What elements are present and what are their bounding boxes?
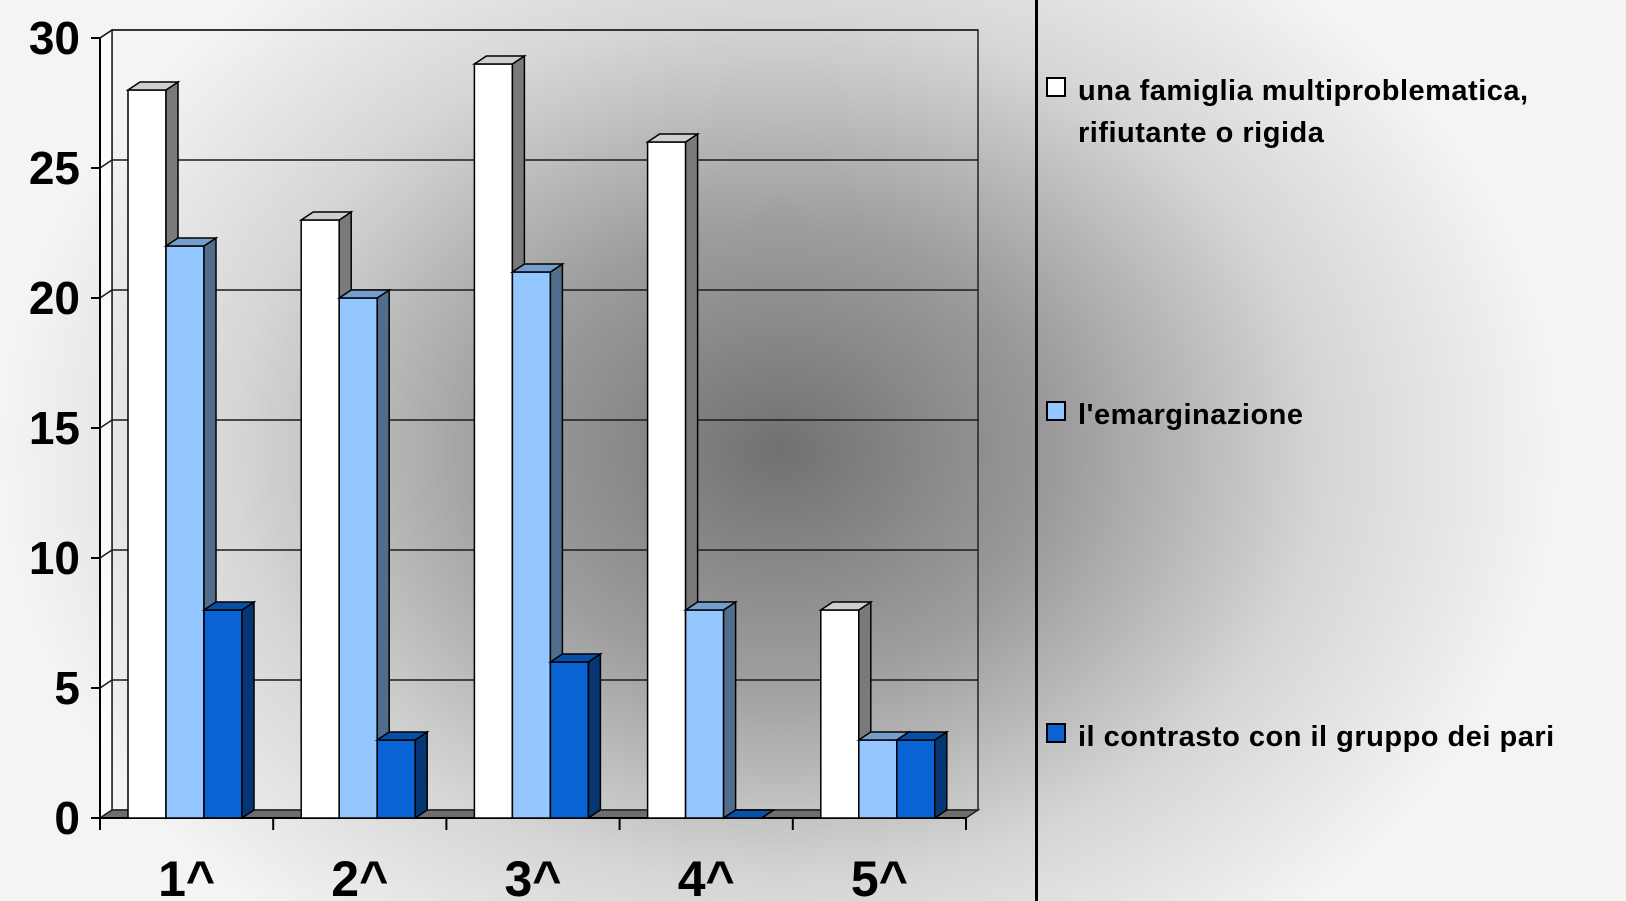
bar-front: [549, 661, 590, 819]
y-tick-label: 30: [29, 12, 80, 64]
bar-top: [336, 289, 392, 299]
bar-top: [125, 81, 181, 91]
bar-front: [511, 271, 552, 819]
legend-swatch-1: [1046, 77, 1066, 97]
gridline-side: [99, 549, 113, 559]
y-tick-labels: 0 5 10 15 20 25 30: [29, 12, 80, 844]
x-tick-label: 1^: [158, 851, 215, 901]
bar-top: [894, 731, 950, 741]
bar-front: [858, 739, 898, 819]
legend-label-1: una famiglia multiproblematica, rifiutan…: [1078, 75, 1529, 149]
gridline-side: [99, 159, 113, 169]
bar-top: [818, 601, 874, 611]
bar-chart: 0 5 10 15 20 25 30 1^ 2^ 3^ 4^ 5^: [29, 12, 981, 901]
y-tick-label: 20: [29, 272, 80, 324]
x-tick-label: 5^: [851, 851, 908, 901]
bar-front: [896, 739, 936, 819]
gridline-side: [99, 679, 113, 689]
bar-front: [820, 609, 860, 819]
legend-item-1: una famiglia multiproblematica, rifiutan…: [1046, 70, 1608, 154]
bar-front: [203, 609, 243, 819]
bar-front: [338, 297, 378, 819]
bar-side: [241, 600, 255, 820]
y-tick-label: 5: [54, 662, 80, 714]
gridline-side: [99, 29, 113, 39]
legend-swatch-3: [1046, 723, 1066, 743]
bar-side: [934, 730, 948, 820]
x-tick-label: 2^: [331, 851, 388, 901]
bar-front: [127, 89, 167, 819]
legend-swatch-2: [1046, 401, 1066, 421]
legend-label-2: l'emarginazione: [1078, 399, 1304, 431]
bar-front: [684, 609, 725, 819]
bar-top: [471, 55, 527, 65]
y-tick-label: 15: [29, 402, 80, 454]
bar-front: [646, 141, 687, 819]
bar-top: [298, 211, 354, 221]
y-tick-label: 0: [54, 792, 80, 844]
bar-front: [473, 63, 514, 819]
bar-top: [163, 237, 219, 247]
legend-label-3: il contrasto con il gruppo dei pari: [1078, 721, 1555, 753]
bar-top: [201, 601, 257, 611]
x-tick-label: 4^: [678, 851, 735, 901]
bar-top: [683, 601, 739, 611]
bar-top: [509, 263, 565, 273]
y-tick-label: 10: [29, 532, 80, 584]
x-tick-label: 3^: [504, 851, 561, 901]
legend-divider: [1035, 0, 1038, 901]
legend-item-3: il contrasto con il gruppo dei pari: [1046, 716, 1555, 758]
bar-side: [587, 652, 602, 820]
bar-top: [721, 809, 777, 819]
bar-top: [645, 133, 701, 143]
bar-front: [165, 245, 205, 819]
legend-item-2: l'emarginazione: [1046, 394, 1304, 436]
bar-side: [414, 730, 428, 820]
gridline-side: [99, 289, 113, 299]
bar-top: [374, 731, 430, 741]
bar-front: [376, 739, 416, 819]
bar-front: [300, 219, 340, 819]
bar-top: [547, 653, 603, 663]
bar-side: [722, 600, 737, 820]
legend: una famiglia multiproblematica, rifiutan…: [1046, 0, 1626, 901]
y-tick-label: 25: [29, 142, 80, 194]
gridline-side: [99, 419, 113, 429]
x-tick-labels: 1^ 2^ 3^ 4^ 5^: [158, 851, 908, 901]
bars: [125, 54, 950, 820]
